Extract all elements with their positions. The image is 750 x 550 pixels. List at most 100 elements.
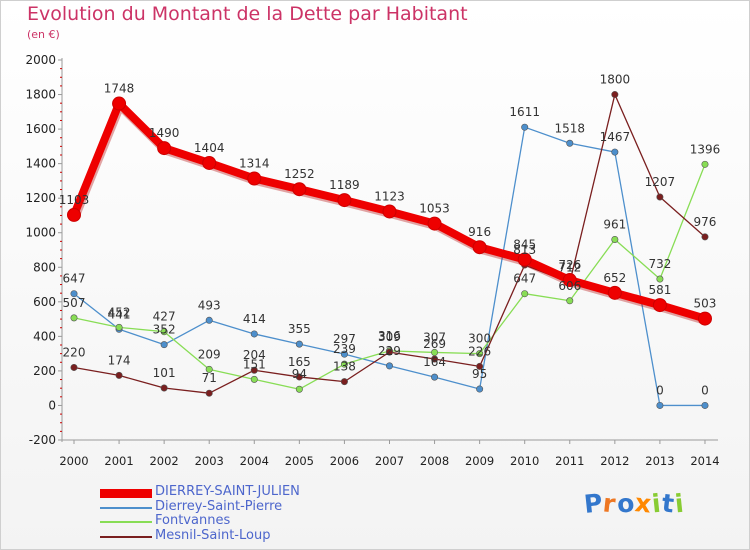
data-point [160, 328, 168, 336]
data-point [385, 348, 393, 356]
data-label: 503 [694, 297, 717, 311]
data-point [205, 365, 213, 373]
data-label: 316 [378, 329, 401, 343]
y-tick-label: 600 [33, 295, 56, 309]
data-point [431, 373, 439, 381]
chart-subtitle: (en €) [27, 28, 60, 41]
data-label: 0 [701, 383, 709, 397]
data-point [476, 362, 484, 370]
data-label: 581 [648, 283, 671, 297]
data-point [382, 204, 397, 219]
data-label: 307 [423, 330, 446, 344]
data-label: 220 [63, 345, 86, 359]
y-tick-label: -200 [29, 433, 56, 447]
data-point [472, 240, 487, 255]
y-tick-label: 1400 [25, 157, 56, 171]
data-point [295, 340, 303, 348]
x-tick-label: 2013 [645, 454, 674, 468]
y-tick-label: 800 [33, 260, 56, 274]
data-point [517, 252, 532, 267]
y-tick-label: 0 [48, 398, 56, 412]
data-point [340, 350, 348, 358]
data-label: 1053 [419, 202, 450, 216]
data-label: 1103 [59, 193, 90, 207]
y-tick-label: 200 [33, 364, 56, 378]
x-tick-label: 2002 [149, 454, 178, 468]
data-point [521, 290, 529, 298]
data-point [656, 401, 664, 409]
data-point [607, 285, 622, 300]
legend-label: DIERREY-SAINT-JULIEN [155, 484, 300, 499]
x-tick-label: 2004 [240, 454, 269, 468]
legend-label: Mesnil-Saint-Loup [155, 527, 271, 543]
data-label: 1252 [284, 167, 315, 181]
data-point [701, 401, 709, 409]
data-label: 1490 [149, 126, 180, 140]
data-point [340, 360, 348, 368]
data-point [70, 363, 78, 371]
data-label: 300 [468, 332, 491, 346]
legend-label: Fontvannes [155, 513, 231, 528]
data-label: 269 [423, 337, 446, 351]
legend-swatch [100, 521, 152, 523]
data-point [205, 316, 213, 324]
data-label: 726 [558, 258, 581, 272]
data-point [340, 378, 348, 386]
data-point [701, 233, 709, 241]
y-tick-label: 2000 [25, 53, 56, 67]
data-point [112, 96, 127, 111]
data-label: 138 [333, 360, 356, 374]
data-label: 712 [558, 260, 581, 274]
data-label: 452 [108, 305, 131, 319]
data-point [70, 314, 78, 322]
data-label: 1518 [554, 121, 585, 135]
x-tick-label: 2007 [375, 454, 404, 468]
data-point [115, 371, 123, 379]
data-point [431, 355, 439, 363]
data-point [70, 290, 78, 298]
legend-swatch [100, 535, 152, 538]
data-point [202, 155, 217, 170]
data-label: 427 [153, 310, 176, 324]
data-label: 845 [513, 238, 536, 252]
data-point [566, 297, 574, 305]
data-point [250, 330, 258, 338]
x-tick-label: 2009 [465, 454, 494, 468]
data-label: 355 [288, 322, 311, 336]
data-label: 1467 [600, 130, 631, 144]
x-tick-label: 2005 [285, 454, 314, 468]
y-tick-label: 1600 [25, 122, 56, 136]
proxiti-logo: Proxiti [582, 488, 686, 519]
data-label: 95 [472, 367, 487, 381]
data-label: 1123 [374, 189, 405, 203]
data-label: 239 [333, 342, 356, 356]
x-tick-label: 2012 [600, 454, 629, 468]
data-point [67, 207, 81, 222]
data-label: 652 [603, 271, 626, 285]
data-point [157, 141, 172, 156]
data-label: 71 [202, 371, 217, 385]
data-label: 606 [558, 279, 581, 293]
data-label: 1314 [239, 156, 270, 170]
data-point [521, 123, 529, 131]
x-tick-label: 2006 [330, 454, 359, 468]
data-point [292, 182, 307, 197]
data-label: 94 [292, 367, 307, 381]
data-label: 414 [243, 312, 266, 326]
data-label: 493 [198, 298, 221, 312]
data-point [160, 384, 168, 392]
data-point [476, 385, 484, 393]
data-point [611, 148, 619, 156]
x-tick-label: 2001 [104, 454, 133, 468]
data-point [160, 341, 168, 349]
data-point [115, 323, 123, 331]
data-label: 165 [288, 355, 311, 369]
data-label: 1404 [194, 141, 225, 155]
data-point [476, 350, 484, 358]
data-point [566, 139, 574, 147]
data-label: 101 [153, 366, 176, 380]
data-label: 916 [468, 225, 491, 239]
legend-swatch [100, 489, 152, 498]
